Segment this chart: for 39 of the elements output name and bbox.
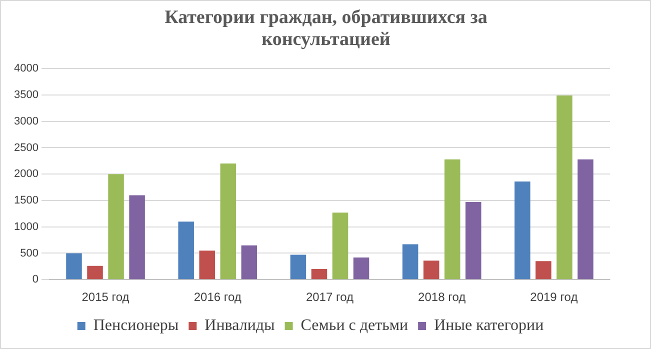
bar xyxy=(108,174,124,280)
bar xyxy=(514,181,530,280)
y-tick-label: 3500 xyxy=(14,89,38,102)
bar xyxy=(87,266,103,280)
x-tick-label: 2018 год xyxy=(418,290,466,304)
y-tick-label: 4000 xyxy=(14,62,38,75)
bar xyxy=(353,257,370,280)
bar xyxy=(178,222,194,280)
bar xyxy=(444,159,460,280)
bar xyxy=(465,202,482,280)
bar xyxy=(241,245,258,280)
bar xyxy=(129,195,145,280)
bar xyxy=(578,159,594,280)
y-tick-label: 2000 xyxy=(14,168,38,180)
bar xyxy=(290,254,306,280)
y-tick-label: 1000 xyxy=(14,220,38,233)
bar xyxy=(423,260,440,280)
chart-title: Категории граждан, обратившихся за консультацией xyxy=(164,7,488,51)
bar xyxy=(402,244,418,280)
y-tick-label: 0 xyxy=(32,274,38,286)
legend-label: Семьи с детьми xyxy=(300,317,409,334)
bar xyxy=(311,269,328,280)
bar xyxy=(556,96,572,280)
bar xyxy=(66,253,82,280)
y-tick-label: 3000 xyxy=(14,115,38,128)
x-tick-label: 2016 год xyxy=(194,290,242,304)
bar xyxy=(332,212,348,280)
legend-label: Пенсионеры xyxy=(93,317,179,334)
bar xyxy=(220,164,236,280)
y-tick-label: 500 xyxy=(20,247,38,260)
x-tick-label: 2017 год xyxy=(306,290,354,304)
y-tick-label: 2500 xyxy=(14,142,38,154)
legend-label: Инвалиды xyxy=(204,317,276,334)
x-tick-label: 2019 год xyxy=(530,290,578,304)
x-tick-label: 2015 год xyxy=(82,290,130,304)
bar xyxy=(199,250,215,280)
y-tick-label: 1500 xyxy=(14,194,38,207)
legend-label: Иные категории xyxy=(434,317,544,334)
bar xyxy=(536,261,552,280)
